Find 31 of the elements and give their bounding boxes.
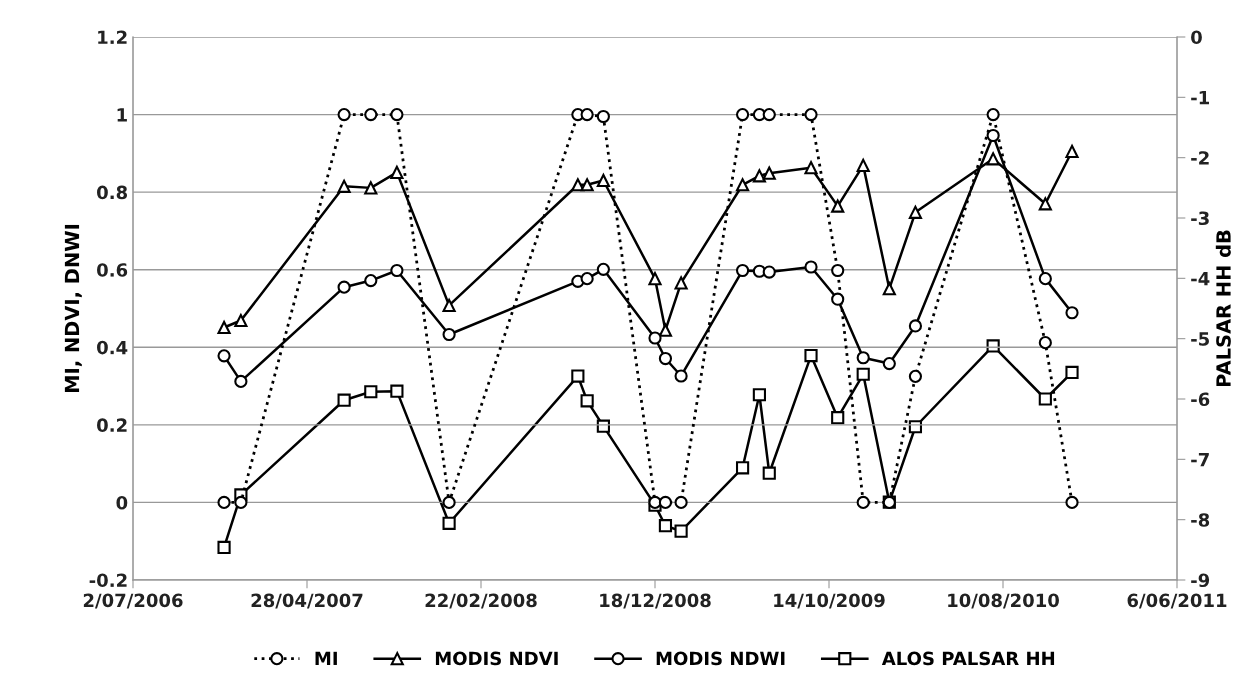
x-tick-label: 22/02/2008: [425, 593, 537, 609]
legend-label: MODIS NDWI: [656, 651, 785, 666]
x-tick-label: 14/10/2009: [774, 593, 885, 609]
y2-tick-label: -5: [1191, 332, 1209, 346]
y2-tick-label: -4: [1191, 272, 1210, 286]
y2-tick-label: -2: [1191, 151, 1209, 165]
y2-tick-label: -8: [1191, 513, 1210, 527]
y-tick-label: 1.2: [98, 30, 127, 44]
x-tick-label: 28/04/2007: [251, 593, 363, 609]
legend-label: MI: [315, 651, 337, 665]
y-tick-label: 0.8: [97, 185, 128, 200]
y2-tick-label: -6: [1191, 392, 1210, 407]
y-tick-label: 0.4: [97, 340, 128, 355]
y-axis-title: MI, NDVI, DNWI: [64, 224, 82, 393]
y-tick-label: 0.6: [97, 263, 128, 277]
x-tick-label: 10/08/2010: [948, 593, 1059, 609]
y-tick-label: 1: [117, 108, 127, 122]
y2-tick-label: 0: [1191, 30, 1202, 45]
y-tick-label: 0.2: [97, 418, 127, 432]
y2-tick-label: -1: [1191, 91, 1210, 105]
y2-tick-label: -3: [1191, 211, 1209, 226]
legend-label: ALOS PALSAR HH: [881, 651, 1055, 666]
y-tick-label: 0: [116, 495, 128, 510]
x-tick-label: 6/06/2011: [1127, 593, 1227, 609]
y2-tick-label: -9: [1191, 573, 1210, 588]
y2-tick-label: -7: [1191, 453, 1209, 467]
y2-axis-title: PALSAR HH dB: [1215, 230, 1231, 387]
y-tick-label: -0.2: [89, 573, 127, 588]
x-tick-label: 2/07/2006: [83, 593, 183, 609]
x-tick-label: 18/12/2008: [600, 593, 711, 609]
legend-label: MODIS NDVI: [435, 651, 558, 666]
